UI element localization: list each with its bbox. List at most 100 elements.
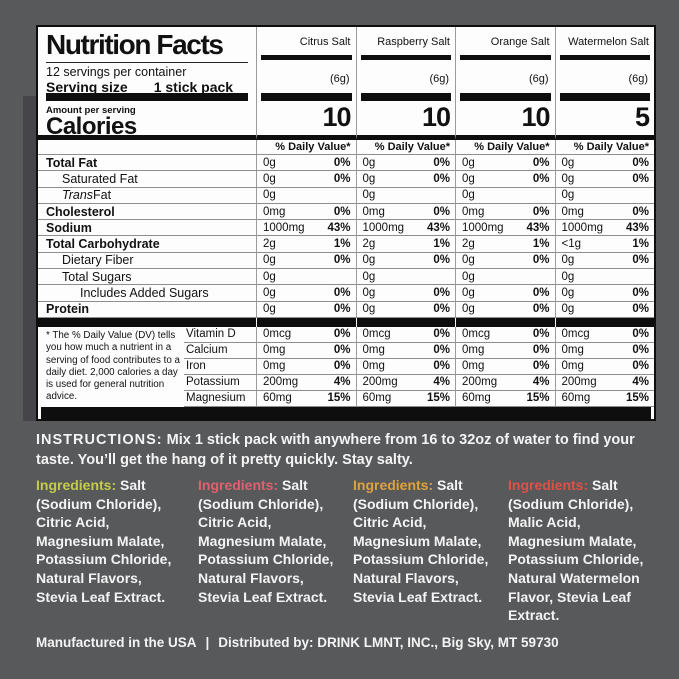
nutrient-label-protein: Protein: [38, 302, 256, 318]
nutrient-label-saturated-fat: Saturated Fat: [38, 171, 256, 188]
nutrient-label-cholesterol: Cholesterol: [38, 204, 256, 221]
thin-rule: [46, 62, 248, 63]
micronutrient-label-magnesium: Magnesium: [184, 391, 256, 407]
ingredients-text: Salt (Sodium Chloride), Citric Acid, Mag…: [353, 477, 489, 605]
value-cell: 0g 0%: [554, 301, 654, 318]
amount: 0g: [462, 287, 475, 300]
amount: 0mg: [462, 344, 485, 357]
amount: 0g: [362, 156, 376, 169]
distributed-text: Distributed by: DRINK LMNT, INC., Big Sk…: [218, 635, 559, 650]
nutrient-label-total-carbohydrate: Total Carbohydrate: [38, 236, 256, 253]
ingredients-label: Ingredients:: [36, 477, 117, 493]
amount: 0g: [263, 254, 276, 267]
daily-value: 0%: [333, 205, 351, 218]
value-cell: 2g 1%: [355, 236, 455, 253]
daily-value: 0%: [632, 156, 649, 169]
manufacturer-line: Manufactured in the USA | Distributed by: …: [36, 635, 559, 650]
value-cell: 2g 1%: [455, 236, 555, 253]
servings-per-container: 12 servings per container: [46, 65, 187, 79]
dv-header: % Daily Value*: [455, 140, 555, 155]
amount: 0g: [561, 189, 575, 202]
daily-value: 0%: [632, 303, 649, 316]
value-cell: 0g 0%: [256, 155, 356, 172]
amount: 1000mg: [561, 221, 604, 234]
thick-bar: [460, 93, 551, 101]
value-cell: 0g: [256, 187, 356, 204]
panel-title: Nutrition Facts: [46, 29, 224, 60]
nutrient-label-dietary-fiber: Dietary Fiber: [38, 253, 256, 270]
value-cell: 0g 0%: [455, 252, 555, 270]
daily-value: 0%: [632, 287, 649, 300]
separator: |: [205, 635, 210, 650]
amount: 0g: [462, 303, 475, 316]
serving-size-value: 1 stick pack: [153, 79, 234, 95]
daily-value: 43%: [327, 221, 351, 234]
amount: 0mg: [462, 205, 485, 218]
nutrient-label-sodium: Sodium: [38, 220, 256, 237]
amount: 0g: [561, 287, 575, 300]
amount: 0mg: [362, 360, 385, 373]
amount: 0g: [362, 303, 376, 316]
amount: 0mcg: [561, 328, 590, 341]
daily-value: 0%: [433, 344, 450, 357]
nutrition-facts-panel: Nutrition Facts 12 servings per containe…: [36, 25, 656, 421]
amount: 0g: [462, 270, 475, 283]
separator-bar: [256, 317, 356, 327]
daily-value: 0%: [632, 360, 649, 373]
thin-bar: [261, 55, 352, 60]
daily-value: 0%: [532, 328, 550, 341]
daily-value: 0%: [333, 156, 351, 169]
instructions-label: INSTRUCTIONS:: [36, 432, 163, 448]
value-cell: 60mg 15%: [355, 390, 455, 407]
value-cell: <1g 1%: [554, 236, 654, 253]
value-cell: 60mg 15%: [554, 390, 654, 407]
daily-value: 4%: [632, 376, 649, 389]
amount: 0g: [561, 303, 575, 316]
daily-value: 0%: [333, 287, 351, 300]
daily-value: 0%: [632, 344, 649, 357]
dv-header: % Daily Value*: [256, 140, 356, 155]
daily-value: 43%: [526, 221, 550, 234]
daily-value: 4%: [532, 376, 550, 389]
amount: 2g: [263, 238, 276, 251]
daily-value: 0%: [632, 254, 649, 267]
ingredients-orange: Ingredients: Salt (Sodium Chloride), Cit…: [353, 476, 499, 606]
daily-value: 0%: [333, 344, 351, 357]
daily-value: 4%: [433, 376, 450, 389]
daily-value: 0%: [632, 172, 649, 185]
value-cell: 0mcg 0%: [554, 326, 654, 343]
amount: 0g: [462, 189, 475, 202]
nutrient-label-total-sugars: Total Sugars: [38, 269, 256, 286]
amount: 0g: [362, 254, 376, 267]
amount: 0mg: [263, 205, 286, 218]
amount: 0g: [362, 270, 376, 283]
value-cell: 0mg 0%: [455, 358, 555, 375]
value-cell: 2g 1%: [256, 236, 356, 253]
amount: 0g: [362, 287, 376, 300]
amount: 60mg: [462, 392, 491, 405]
value-cell: 1000mg 43%: [554, 220, 654, 237]
amount: 0g: [462, 156, 475, 169]
calories-label: Calories: [46, 113, 137, 140]
value-cell: 200mg 4%: [256, 374, 356, 391]
value-cell: 0mcg 0%: [355, 326, 455, 343]
value-cell: 0mg 0%: [455, 342, 555, 359]
daily-value: 0%: [433, 254, 450, 267]
serving-weight: (6g): [528, 73, 549, 85]
flavor-header-citrus: Citrus Salt (6g) 10: [256, 27, 356, 140]
value-cell: 0mcg 0%: [256, 326, 356, 343]
ingredients-label: Ingredients:: [353, 477, 434, 493]
manufactured-text: Manufactured in the USA: [36, 635, 197, 650]
micronutrient-label-calcium: Calcium: [184, 343, 256, 359]
value-cell: 0g 0%: [355, 171, 455, 188]
daily-value: 1%: [433, 238, 450, 251]
separator-bar: [355, 317, 455, 327]
daily-value: 4%: [333, 376, 351, 389]
daily-value: 1%: [632, 238, 649, 251]
micronutrient-label-vitamin-d: Vitamin D: [184, 327, 256, 343]
amount: 2g: [462, 238, 475, 251]
thick-bar: [261, 93, 352, 101]
amount: 200mg: [362, 376, 398, 389]
daily-value: 0%: [433, 156, 450, 169]
daily-value: 0%: [632, 205, 649, 218]
